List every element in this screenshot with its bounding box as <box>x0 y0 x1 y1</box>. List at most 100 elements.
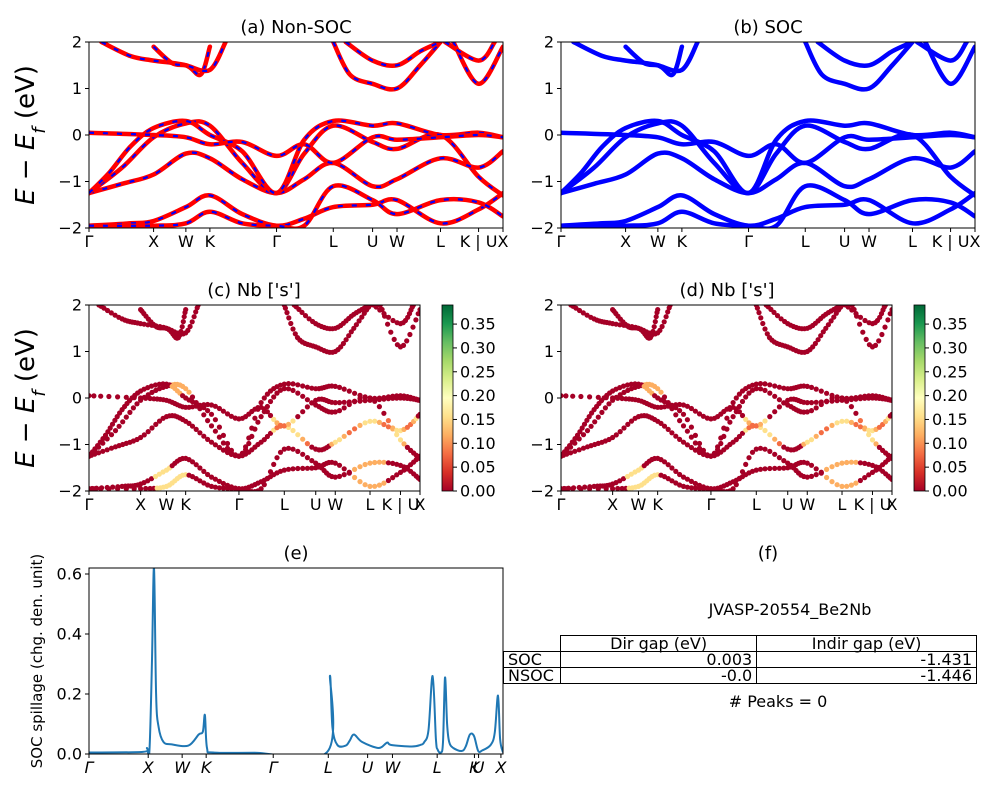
colorbar-tick-label: 0.00 <box>932 482 968 501</box>
band-point <box>115 486 121 491</box>
panel-e-spillage: (e) 0.60.40.20.0Γ X W K Γ L U W L KU X SOC spillag… <box>28 543 507 777</box>
band-point <box>578 393 584 400</box>
band-point <box>130 405 136 411</box>
band-point <box>96 450 102 456</box>
band-point <box>104 307 111 314</box>
band-point <box>352 390 358 396</box>
band-point <box>271 461 277 467</box>
band-point <box>284 310 290 316</box>
band-point <box>652 319 658 325</box>
panel-a-marks <box>89 42 503 228</box>
y-tick-label: 2 <box>544 296 554 315</box>
band-point <box>739 469 746 475</box>
x-tick-label: U <box>310 495 322 514</box>
colorbar-tick-label: 0.25 <box>932 362 968 381</box>
band-point <box>391 336 397 342</box>
gap-table: Dir gap (eV) Indir gap (eV) SOC 0.003 -1… <box>503 635 977 684</box>
band-point <box>357 392 363 398</box>
band-point <box>309 400 315 406</box>
band-point <box>255 419 261 425</box>
band-point <box>680 411 687 417</box>
band-point <box>281 423 287 429</box>
band-point <box>606 401 612 407</box>
x-tick-label: Γ <box>557 495 566 514</box>
band-point <box>813 472 819 478</box>
x-tick-label: U <box>839 232 851 251</box>
band-point <box>148 476 155 482</box>
band-point <box>186 420 192 426</box>
band-point <box>208 474 215 480</box>
band-point <box>372 418 378 424</box>
band-point <box>762 387 768 393</box>
band-point <box>578 486 584 491</box>
band-point <box>407 331 413 338</box>
band-point <box>362 461 368 468</box>
x-tick-label: K | U <box>854 495 892 514</box>
band-point <box>228 485 234 491</box>
band-point <box>341 466 347 472</box>
band-point <box>599 409 605 415</box>
band-point <box>853 311 859 317</box>
band-point <box>576 307 583 314</box>
colorbar-tick-label: 0.30 <box>932 338 968 357</box>
band-point <box>570 486 576 491</box>
band-point <box>304 404 310 410</box>
band-point <box>669 478 675 484</box>
band-line <box>89 183 503 228</box>
band-point <box>300 451 306 457</box>
band-point <box>834 398 840 404</box>
band-point <box>889 397 892 403</box>
band-point <box>373 305 379 310</box>
band-point <box>876 338 882 344</box>
band-point <box>808 437 815 443</box>
band-point <box>212 417 218 423</box>
band-point <box>771 309 777 315</box>
band-point <box>762 446 768 452</box>
band-point <box>860 329 866 335</box>
band-point <box>341 399 347 405</box>
band-point <box>655 307 661 313</box>
band-point <box>684 403 691 409</box>
band-point <box>839 418 845 424</box>
band-point <box>669 465 675 471</box>
band-line <box>561 118 975 196</box>
band-point <box>889 411 892 417</box>
panel-a-title: (a) Non-SOC <box>240 17 351 38</box>
band-point <box>228 447 234 453</box>
band-point <box>274 390 280 396</box>
x-tick-label: W <box>159 495 175 514</box>
band-point <box>410 324 416 330</box>
band-point <box>715 444 721 450</box>
band-point <box>394 472 400 478</box>
band-point <box>767 390 773 396</box>
colorbar-tick-label: 0.35 <box>932 315 968 334</box>
band-point <box>721 425 727 431</box>
band-point <box>385 424 391 430</box>
band-point <box>584 428 591 434</box>
band-point <box>667 305 673 308</box>
band-point <box>258 400 264 406</box>
band-point <box>357 464 363 470</box>
band-point <box>367 397 373 403</box>
band-point <box>862 395 868 401</box>
band-point <box>413 317 419 323</box>
x-tick-label: W <box>389 232 405 251</box>
band-point <box>288 320 294 327</box>
band-point <box>295 448 301 454</box>
band-point <box>767 465 773 472</box>
band-point <box>677 482 683 488</box>
band-point <box>579 425 585 431</box>
band-point <box>677 418 683 424</box>
x-tick-label: L <box>838 495 847 514</box>
band-point <box>98 486 104 491</box>
band-point <box>580 432 587 438</box>
band-point <box>808 384 815 390</box>
y-tick-label: −2 <box>58 482 82 501</box>
band-point <box>848 482 855 488</box>
band-line-dashed <box>89 119 503 195</box>
band-point <box>123 486 129 491</box>
x-tick-label: Γ <box>234 495 243 514</box>
band-point <box>201 412 207 418</box>
band-point <box>834 420 840 426</box>
